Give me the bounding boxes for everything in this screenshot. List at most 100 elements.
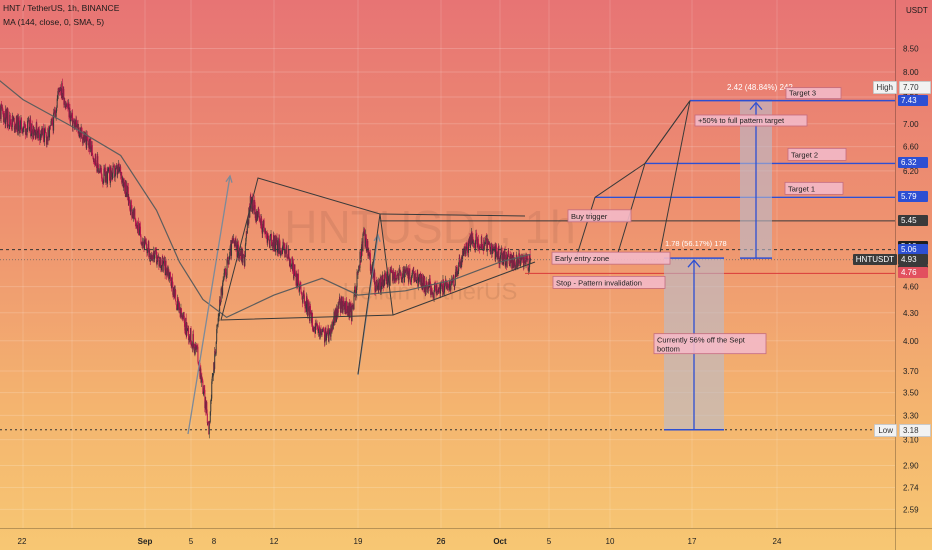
candle-body <box>424 278 426 293</box>
flagpole-arrow-1 <box>187 175 231 435</box>
candle-body <box>14 128 16 130</box>
candle-body <box>252 199 254 208</box>
candle-body <box>506 257 508 267</box>
candle-body <box>177 297 179 310</box>
candle-body <box>334 312 336 323</box>
candle-body <box>244 244 246 257</box>
candle-body <box>308 301 309 303</box>
candle-body <box>125 193 127 197</box>
candle-body <box>182 315 184 319</box>
candle-body <box>99 168 101 170</box>
price-tag-label: Low <box>874 423 897 437</box>
candle-body <box>267 233 269 243</box>
candle-body <box>226 259 228 276</box>
candle-body <box>16 115 18 132</box>
ma-legend[interactable]: MA (144, close, 0, SMA, 5) <box>3 17 105 27</box>
candle-body <box>0 108 2 119</box>
price-tag: 4.93 <box>898 253 928 265</box>
candle-body <box>45 132 47 135</box>
candle-body <box>473 243 475 248</box>
candle-body <box>38 129 40 137</box>
label-target-3-text: Target 3 <box>789 89 816 98</box>
candle-body <box>323 327 324 331</box>
candle-body <box>416 279 418 281</box>
candle-body <box>378 280 380 283</box>
candle-body <box>119 166 121 169</box>
candle-body <box>17 117 19 131</box>
candle-body <box>107 168 109 172</box>
candle-body <box>82 138 84 144</box>
candle-body <box>142 241 144 244</box>
candle-body <box>287 257 289 259</box>
candle-body <box>50 121 52 126</box>
candle-body <box>203 388 205 393</box>
candle-body <box>238 257 240 258</box>
candle-body <box>154 248 156 256</box>
flagpole-arrow-2-head <box>373 233 381 242</box>
candle-body <box>197 361 199 366</box>
candle-body <box>65 105 67 107</box>
candle-body <box>332 324 334 329</box>
candle-body <box>236 241 238 257</box>
candle-body <box>389 269 391 286</box>
candle-body <box>114 166 116 178</box>
candle-body <box>155 248 157 250</box>
candle-body <box>222 282 224 295</box>
candle-body <box>136 224 138 229</box>
candle-body <box>330 327 332 337</box>
candle-body <box>39 135 41 141</box>
candle-body <box>133 209 135 216</box>
label-early-entry-box <box>551 251 671 265</box>
candle-body <box>126 184 128 197</box>
price-axis[interactable]: 8.508.007.507.006.606.205.804.604.304.00… <box>903 44 919 514</box>
symbol-title[interactable]: HNT / TetherUS, 1h, BINANCE <box>3 3 120 13</box>
price-tag: 7.70 <box>899 80 931 94</box>
candle-body <box>279 238 280 242</box>
candle-body <box>523 257 525 267</box>
candle-body <box>67 103 69 110</box>
candle-body <box>51 118 53 122</box>
candle-body <box>164 259 166 267</box>
candle-body <box>53 112 55 131</box>
candle-body <box>526 253 528 260</box>
y-tick-label: 4.60 <box>903 283 919 292</box>
candle-body <box>114 174 116 178</box>
candle-body <box>519 257 521 267</box>
candle-body <box>357 270 359 275</box>
label-currently-box <box>653 333 767 355</box>
candle-body <box>192 334 194 347</box>
candle-body <box>271 245 273 246</box>
drawings[interactable]: 2.42 (48.84%) 242 1.78 (56.17%) 178 Target… <box>0 83 895 435</box>
candle-body <box>288 249 290 261</box>
candle-body <box>122 179 124 188</box>
candle-body <box>263 220 265 230</box>
candle-body <box>485 237 487 244</box>
label-target-1-text: Target 1 <box>788 184 815 193</box>
candle-body <box>20 117 22 130</box>
candle-body <box>190 328 192 344</box>
y-tick-label: 4.30 <box>903 309 919 318</box>
candle-body <box>7 110 9 125</box>
candle-body <box>355 286 356 297</box>
label-full-target-text: +50% to full pattern target <box>698 116 785 125</box>
candle-body <box>465 248 467 254</box>
candle-body <box>75 119 77 128</box>
candle-body <box>43 139 45 142</box>
candle-body <box>68 108 70 118</box>
candle-body <box>458 262 460 271</box>
candle-body <box>88 144 90 148</box>
candle-body <box>3 112 5 122</box>
y-tick-label: 2.90 <box>903 462 919 471</box>
candle-body <box>64 104 66 109</box>
candle-body <box>223 279 225 280</box>
candle-body <box>356 287 357 293</box>
candle-body <box>367 241 369 256</box>
candle-body <box>136 228 138 231</box>
measure-upper-text: 2.42 (48.84%) 242 <box>727 83 793 92</box>
candle-body <box>115 167 117 175</box>
candle-body <box>104 167 106 183</box>
candle-body <box>61 83 63 98</box>
